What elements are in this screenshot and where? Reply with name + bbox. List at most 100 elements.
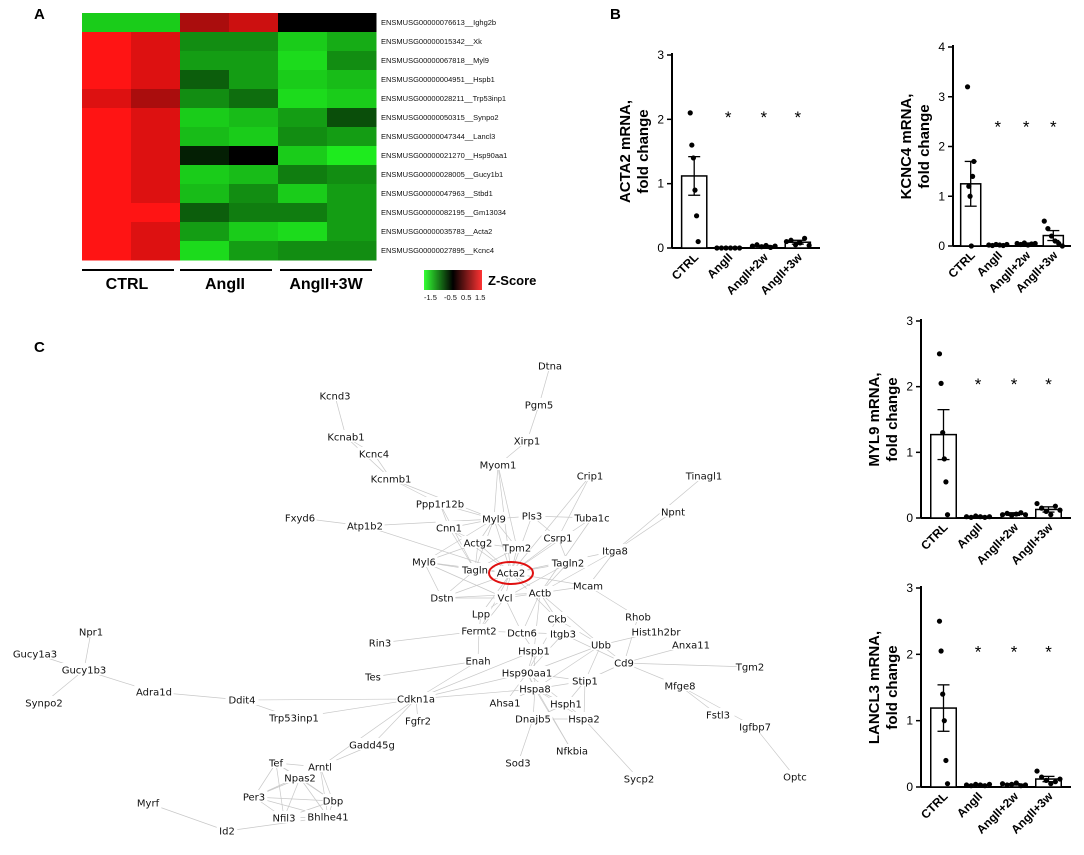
data-point: [941, 456, 947, 462]
heatmap-cell: [131, 146, 181, 166]
node-bg: [283, 771, 317, 783]
heatmap-cell: [327, 127, 377, 147]
data-point: [977, 514, 983, 520]
node-bg: [480, 512, 508, 524]
data-point: [1048, 233, 1055, 239]
node-pgm5: Pgm5: [525, 401, 553, 412]
data-point: [944, 781, 951, 787]
node-lpp: Lpp: [472, 610, 490, 621]
node-bg: [513, 712, 553, 724]
significance-marker: *: [975, 375, 982, 394]
gene-label: ENSMUSG00000076613__Ighg2b: [381, 18, 496, 27]
data-point: [941, 718, 947, 724]
data-point: [1041, 218, 1047, 224]
heatmap-cell: [229, 32, 279, 52]
heatmap-cell: [180, 146, 230, 166]
data-point: [1009, 512, 1015, 518]
node-pls3: Pls3: [522, 512, 542, 523]
node-bg: [240, 790, 268, 802]
data-point: [936, 351, 943, 357]
data-point: [1013, 780, 1019, 786]
node-bg: [12, 647, 58, 659]
node-igfbp7: Igfbp7: [739, 723, 771, 734]
network-edge: [614, 475, 705, 552]
y-tick-label: 2: [906, 647, 913, 661]
node-bg: [518, 682, 552, 694]
data-point: [1057, 776, 1063, 782]
data-point: [723, 245, 729, 251]
heatmap-cell: [327, 203, 377, 223]
category-label: CTRL: [945, 248, 978, 281]
node-bg: [357, 447, 391, 459]
node-tpm2: Tpm2: [502, 544, 532, 555]
heatmap-cell: [229, 184, 279, 204]
significance-marker: *: [760, 108, 767, 127]
data-point: [727, 245, 734, 251]
gene-label: ENSMUSG00000004951__Hspb1: [381, 75, 495, 84]
node-bg: [410, 555, 438, 567]
heatmap-cell: [82, 165, 132, 185]
panel-label-c: C: [34, 339, 45, 356]
node-csrp1: Csrp1: [543, 534, 572, 545]
node-mcam: Mcam: [573, 582, 603, 593]
heatmap-cell: [131, 108, 181, 128]
data-point: [754, 242, 760, 248]
heatmap-cell: [180, 184, 230, 204]
node-bg: [549, 697, 583, 709]
heatmap-cell: [180, 203, 230, 223]
heatmap-cell: [229, 89, 279, 109]
node-bg: [671, 638, 711, 650]
node-hspb1: Hspb1: [518, 647, 550, 658]
heatmap-cell: [82, 203, 132, 223]
heatmap-cells: [82, 13, 377, 261]
y-tick-label: 2: [906, 380, 913, 394]
y-tick-label: 0: [657, 241, 664, 255]
node-bg: [349, 738, 395, 750]
node-bg: [663, 679, 697, 691]
gene-label: ENSMUSG00000027895__Kcnc4: [381, 246, 494, 255]
heatmap-cell: [278, 13, 328, 33]
heatmap-cell: [131, 203, 181, 223]
network-edge: [423, 518, 495, 563]
node-kcnc4: Kcnc4: [359, 450, 389, 461]
data-point: [1039, 505, 1045, 511]
data-point: [693, 213, 700, 219]
network-edge: [371, 698, 417, 746]
y-tick-label: 3: [938, 90, 945, 104]
significance-marker: *: [1045, 643, 1052, 662]
node-bg: [24, 696, 64, 708]
network-edge: [364, 518, 495, 527]
data-point: [938, 380, 944, 386]
heatmap-cell: [131, 184, 181, 204]
heatmap-cell: [82, 127, 132, 147]
y-axis-label: LANCL3 mRNA,fold change: [866, 631, 901, 744]
node-myrf: Myrf: [137, 799, 160, 810]
node-bhlhe41: Bhlhe41: [307, 813, 348, 824]
node-rin3: Rin3: [369, 639, 391, 650]
category-label: CTRL: [669, 250, 702, 283]
data-point: [801, 235, 808, 241]
colorbar-tick: 0.5: [461, 293, 471, 302]
node-arntl: Arntl: [308, 763, 332, 774]
heatmap-cell: [278, 70, 328, 90]
heatmap-cell: [278, 51, 328, 71]
heatmap-cell: [278, 127, 328, 147]
y-axis-label: MYL9 mRNA,fold change: [866, 372, 901, 466]
heatmap-cell: [180, 241, 230, 261]
node-synpo2: Synpo2: [25, 699, 62, 710]
y-axis-label: KCNC4 mRNA,fold change: [898, 94, 933, 200]
heatmap-cell: [229, 51, 279, 71]
network-nodes: Dtna Pgm5 Xirp1 Kcnd3 Kcnab1 Kcnc4 Myom1 Crip1 T…: [12, 359, 809, 838]
data-point: [973, 781, 979, 787]
significance-marker: *: [1011, 643, 1018, 662]
y-tick-label: 4: [938, 40, 945, 54]
data-point: [967, 193, 973, 199]
node-bg: [488, 696, 522, 708]
node-adra1d: Adra1d: [136, 688, 172, 699]
node-bg: [517, 644, 551, 656]
heatmap-cell: [278, 108, 328, 128]
heatmap-cell: [278, 146, 328, 166]
heatmap-cell: [229, 241, 279, 261]
data-point: [999, 781, 1006, 787]
